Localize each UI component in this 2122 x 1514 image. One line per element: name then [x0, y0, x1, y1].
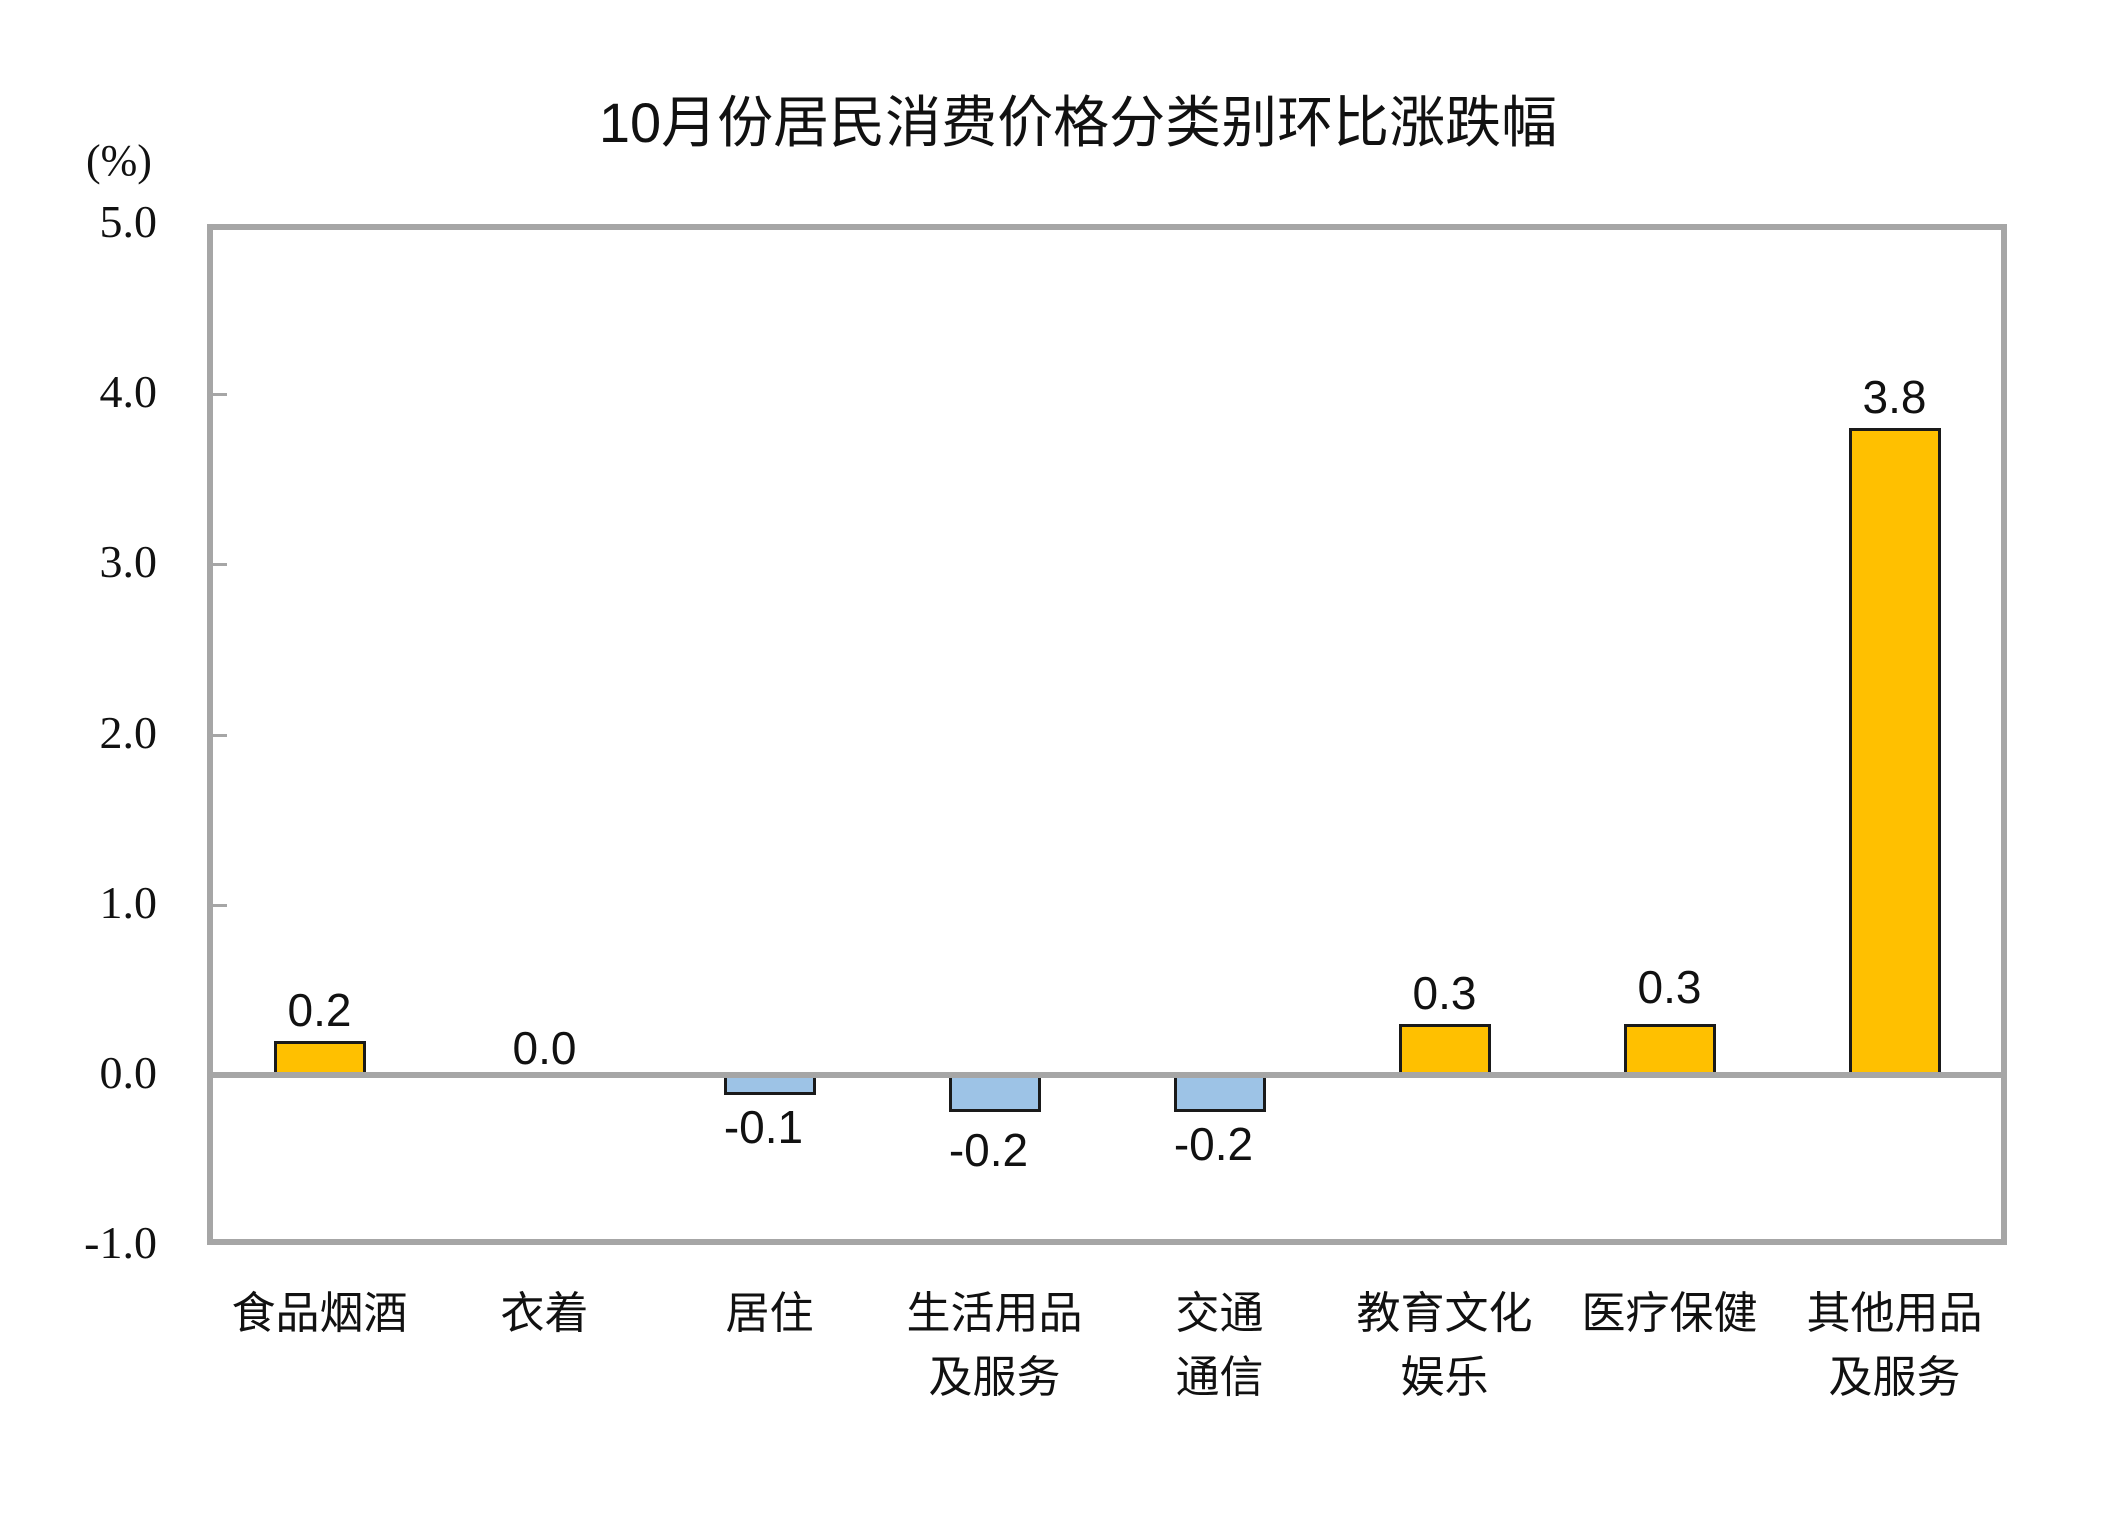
y-tick-label: 0.0: [99, 1046, 158, 1098]
zero-baseline: [207, 1071, 2007, 1078]
bar-value-label: 0.0: [512, 1021, 577, 1074]
x-category-label: 衣着: [432, 1286, 657, 1342]
x-category-label-line1: 医疗保健: [1581, 1289, 1758, 1338]
bar-value-label: -0.1: [723, 1100, 804, 1153]
bar-value-label: -0.2: [948, 1123, 1029, 1176]
bar-value-label: -0.2: [1173, 1117, 1254, 1170]
x-category-label: 教育文化 娱乐: [1332, 1286, 1557, 1406]
bar-value-label: 0.2: [287, 983, 352, 1036]
bar: [273, 1040, 366, 1072]
x-category-label: 医疗保健: [1557, 1286, 1782, 1342]
x-category-label: 食品烟酒: [207, 1286, 432, 1342]
plot-area: [207, 224, 2007, 1245]
y-tick-mark: [207, 733, 227, 737]
x-category-label-line1: 食品烟酒: [231, 1289, 408, 1338]
x-category-label-line2: 娱乐: [1400, 1353, 1489, 1402]
x-category-label: 交通 通信: [1107, 1286, 1332, 1406]
bar: [1173, 1077, 1266, 1112]
y-tick-label: -1.0: [84, 1217, 157, 1268]
y-tick-label: 2.0: [99, 706, 158, 758]
y-tick-label: 4.0: [99, 366, 158, 418]
x-category-label: 生活用品 及服务: [882, 1286, 1107, 1406]
x-category-label-line1: 居住: [725, 1289, 814, 1338]
bar: [723, 1077, 816, 1095]
bar-value-label: 0.3: [1637, 960, 1702, 1013]
y-tick-label: 1.0: [99, 876, 158, 928]
x-category-label-line1: 衣着: [500, 1289, 589, 1338]
x-category-label-line2: 及服务: [928, 1353, 1061, 1402]
bar-value-label: 0.3: [1412, 966, 1477, 1019]
x-category-label-line2: 及服务: [1828, 1353, 1961, 1402]
bar-value-label: 3.8: [1862, 371, 1927, 424]
y-tick-label: 5.0: [99, 196, 158, 247]
y-tick-mark: [207, 903, 227, 907]
y-axis-unit-label: (%): [86, 136, 152, 185]
bar: [1848, 428, 1941, 1072]
bar: [1398, 1023, 1491, 1072]
y-tick-label: 3.0: [99, 536, 158, 588]
x-category-label-line2: 通信: [1175, 1353, 1264, 1402]
x-category-label: 其他用品 及服务: [1782, 1286, 2007, 1406]
x-category-label-line1: 交通: [1175, 1289, 1264, 1338]
x-category-label-line1: 其他用品: [1806, 1289, 1983, 1338]
y-tick-mark: [207, 563, 227, 567]
chart-title: 10月份居民消费价格分类别环比涨跌幅: [598, 91, 1558, 154]
x-category-label-line1: 生活用品: [906, 1289, 1083, 1338]
x-category-label: 居住: [657, 1286, 882, 1342]
y-tick-mark: [207, 393, 227, 397]
bar: [1623, 1023, 1716, 1072]
x-category-label-line1: 教育文化: [1356, 1289, 1533, 1338]
bar: [948, 1077, 1041, 1112]
